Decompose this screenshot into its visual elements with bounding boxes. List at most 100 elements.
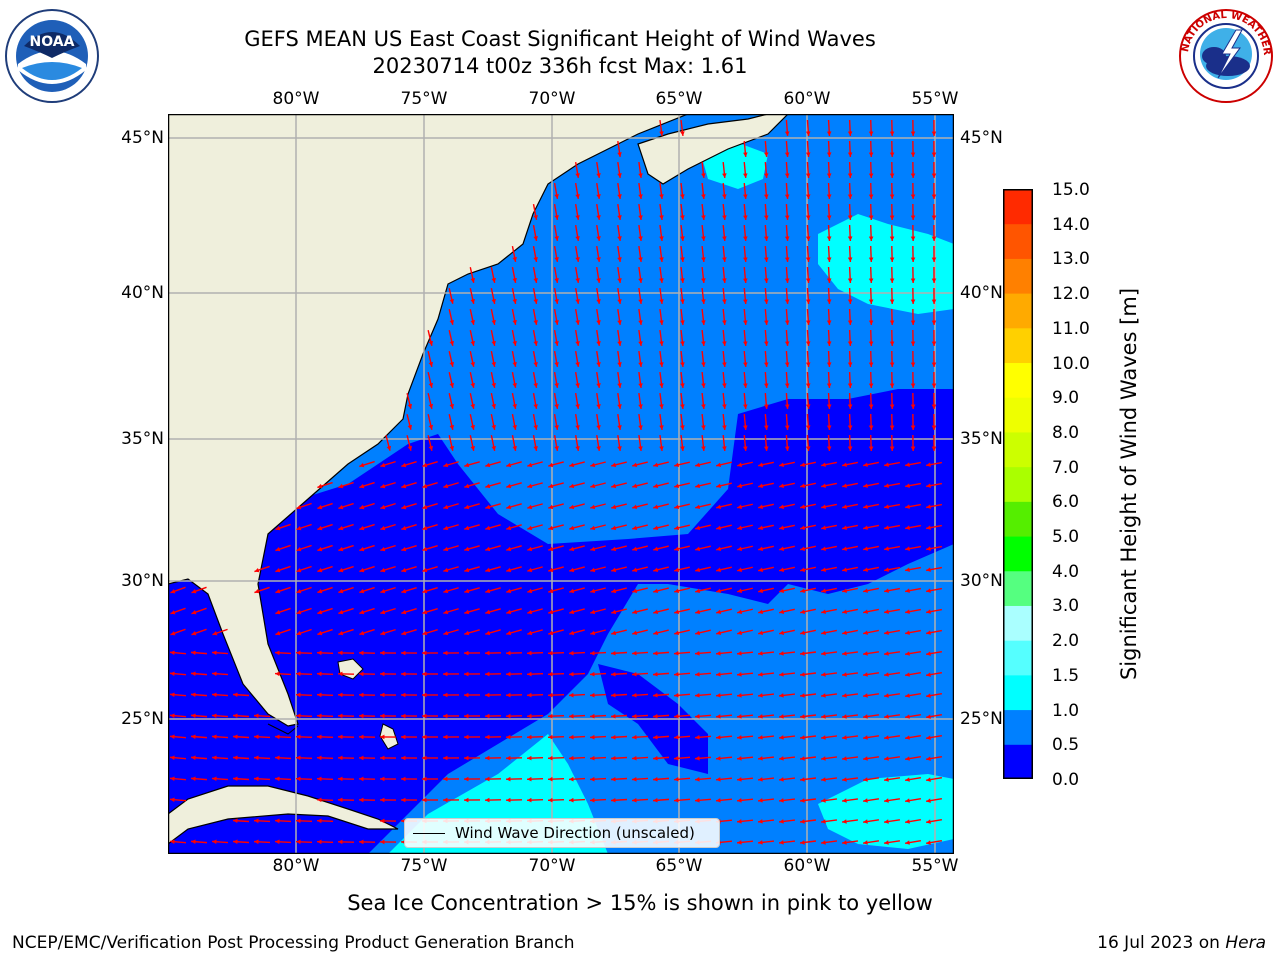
direction-arrow-head bbox=[779, 777, 784, 782]
direction-arrow-head bbox=[863, 714, 868, 719]
direction-arrow-head bbox=[926, 798, 931, 803]
direction-arrow-head bbox=[506, 776, 511, 782]
direction-arrow-head bbox=[889, 404, 895, 409]
direction-arrow-head bbox=[506, 462, 512, 468]
direction-arrow-head bbox=[743, 320, 748, 325]
footer-host: Hera bbox=[1225, 933, 1266, 953]
bottom-lon-label: 75°W bbox=[400, 856, 448, 876]
direction-arrow-head bbox=[506, 797, 511, 803]
direction-arrow-head bbox=[533, 425, 538, 430]
direction-arrow-head bbox=[701, 278, 706, 283]
direction-arrow-head bbox=[722, 215, 727, 220]
direction-arrow-head bbox=[548, 797, 553, 803]
direction-arrow-head bbox=[847, 299, 853, 304]
direction-arrow-head bbox=[359, 839, 364, 845]
direction-arrow-head bbox=[805, 173, 811, 178]
direction-arrow-head bbox=[527, 630, 533, 636]
direction-arrow-head bbox=[800, 798, 805, 803]
direction-arrow-head bbox=[506, 483, 512, 489]
direction-arrow-head bbox=[359, 609, 365, 615]
direction-arrow-head bbox=[617, 425, 622, 430]
direction-arrow-head bbox=[338, 546, 344, 552]
direction-arrow-head bbox=[506, 588, 512, 594]
left-lat-label: 40°N bbox=[121, 283, 164, 303]
direction-arrow-head bbox=[569, 650, 574, 656]
direction-arrow-head bbox=[506, 692, 511, 698]
direction-arrow-head bbox=[485, 504, 491, 510]
direction-arrow-head bbox=[674, 777, 679, 782]
direction-arrow-head bbox=[527, 713, 532, 719]
direction-arrow-head bbox=[905, 525, 910, 530]
direction-arrow-head bbox=[428, 340, 434, 346]
direction-arrow-head bbox=[422, 671, 427, 677]
direction-arrow-head bbox=[338, 839, 343, 845]
top-lon-label: 65°W bbox=[655, 89, 703, 109]
direction-arrow-head bbox=[716, 693, 721, 698]
direction-arrow-head bbox=[170, 650, 175, 655]
colorbar-tick-label: 0.0 bbox=[1052, 770, 1080, 790]
direction-arrow-head bbox=[296, 818, 301, 824]
direction-arrow-head bbox=[533, 383, 538, 388]
direction-arrow-head bbox=[527, 776, 532, 782]
direction-arrow-head bbox=[889, 341, 895, 346]
direction-arrow-head bbox=[889, 257, 895, 262]
direction-arrow-head bbox=[422, 462, 428, 468]
direction-arrow-head bbox=[533, 299, 538, 304]
direction-arrow-head bbox=[512, 425, 517, 430]
direction-arrow-head bbox=[632, 776, 637, 782]
direction-arrow-head bbox=[821, 651, 826, 656]
direction-arrow-head bbox=[548, 755, 553, 761]
direction-arrow-head bbox=[533, 278, 538, 283]
colorbar-tick-label: 14.0 bbox=[1052, 214, 1090, 235]
direction-arrow-head bbox=[401, 462, 407, 468]
direction-arrow-head bbox=[847, 425, 853, 430]
direction-arrow-head bbox=[569, 671, 574, 677]
direction-arrow-head bbox=[338, 483, 344, 489]
direction-arrow-head bbox=[275, 546, 281, 552]
direction-arrow-head bbox=[826, 152, 832, 157]
direction-arrow-head bbox=[659, 362, 664, 367]
direction-arrow-head bbox=[596, 257, 601, 262]
direction-arrow-head bbox=[464, 755, 469, 761]
direction-arrow-head bbox=[275, 650, 280, 656]
direction-arrow-head bbox=[826, 320, 832, 325]
direction-arrow-head bbox=[784, 341, 790, 346]
direction-arrow-head bbox=[428, 445, 434, 451]
direction-arrow-head bbox=[359, 797, 364, 803]
direction-arrow-head bbox=[926, 672, 931, 677]
colorbar-segment bbox=[1003, 570, 1033, 606]
direction-arrow-head bbox=[800, 651, 805, 656]
direction-arrow-head bbox=[464, 650, 469, 656]
direction-arrow-head bbox=[296, 630, 302, 636]
direction-arrow-head bbox=[575, 446, 580, 451]
direction-arrow-head bbox=[800, 840, 805, 845]
direction-arrow-head bbox=[695, 483, 701, 489]
direction-arrow-head bbox=[695, 735, 700, 740]
direction-arrow-head bbox=[575, 404, 580, 409]
map-title: GEFS MEAN US East Coast Significant Heig… bbox=[244, 27, 876, 51]
direction-arrow-head bbox=[485, 630, 491, 636]
direction-arrow-head bbox=[590, 630, 596, 636]
direction-arrow-head bbox=[674, 483, 680, 489]
direction-arrow-head bbox=[680, 299, 685, 304]
direction-arrow-head bbox=[764, 383, 769, 388]
direction-arrow-head bbox=[617, 404, 622, 409]
direction-arrow-head bbox=[464, 609, 470, 615]
direction-arrow-head bbox=[443, 525, 449, 531]
direction-arrow-head bbox=[233, 692, 238, 698]
direction-arrow-head bbox=[701, 320, 706, 325]
direction-arrow-head bbox=[575, 257, 580, 262]
direction-arrow-head bbox=[659, 404, 664, 409]
colorbar-segment bbox=[1003, 744, 1033, 779]
direction-arrow-head bbox=[863, 798, 868, 803]
direction-arrow-head bbox=[359, 630, 365, 636]
direction-arrow-head bbox=[884, 462, 889, 467]
direction-arrow-head bbox=[632, 713, 637, 719]
direction-arrow-head bbox=[764, 215, 769, 220]
direction-arrow-head bbox=[680, 446, 685, 451]
direction-arrow-head bbox=[401, 671, 406, 677]
direction-arrow-head bbox=[868, 194, 874, 199]
direction-arrow-head bbox=[638, 341, 643, 346]
direction-arrow-head bbox=[590, 650, 595, 656]
direction-arrow-head bbox=[926, 714, 931, 719]
